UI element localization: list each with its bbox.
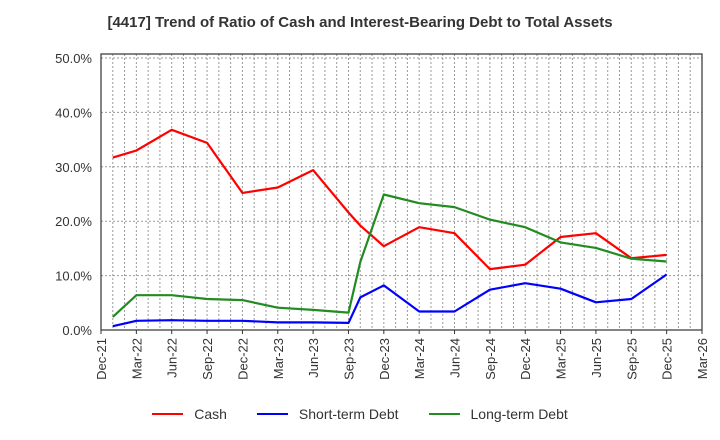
x-tick-label: Jun-24 (448, 338, 463, 378)
x-tick-label: Mar-25 (554, 338, 569, 379)
x-tick-label: Jun-22 (165, 338, 180, 378)
series-line-long-term-debt (112, 193, 667, 318)
y-tick-label: 0.0% (62, 323, 92, 338)
y-tick-label: 40.0% (55, 105, 92, 120)
legend-swatch-cash (152, 413, 184, 415)
legend: Cash Short-term Debt Long-term Debt (0, 404, 720, 424)
x-tick-label: Dec-21 (94, 338, 109, 380)
x-tick-label: Mar-23 (271, 338, 286, 379)
chart-title: [4417] Trend of Ratio of Cash and Intere… (107, 14, 613, 31)
x-tick-label: Mar-26 (695, 338, 710, 379)
x-tick-label: Dec-25 (660, 338, 675, 380)
legend-item-cash: Cash (152, 404, 227, 424)
y-tick-label: 30.0% (55, 160, 92, 175)
series-line-cash (112, 128, 667, 271)
x-tick-label: Jun-23 (306, 338, 321, 378)
x-tick-label: Sep-24 (483, 338, 498, 380)
legend-swatch-short-term-debt (256, 413, 288, 415)
x-tick-label: Dec-23 (377, 338, 392, 380)
series-line-short-term-debt (112, 273, 668, 328)
x-tick-label: Sep-22 (200, 338, 215, 380)
y-tick-label: 20.0% (55, 214, 92, 229)
plot-area (100, 53, 703, 331)
x-tick-label: Mar-24 (412, 338, 427, 379)
x-tick-label: Mar-22 (129, 338, 144, 379)
y-tick-label: 10.0% (55, 269, 92, 284)
x-tick-label: Dec-24 (518, 338, 533, 380)
x-tick-label: Jun-25 (589, 338, 604, 378)
legend-label-cash: Cash (194, 406, 227, 422)
x-tick-label: Sep-23 (341, 338, 356, 380)
legend-item-short-term-debt: Short-term Debt (256, 404, 399, 424)
y-tick-label: 50.0% (55, 51, 92, 66)
legend-label-short-term-debt: Short-term Debt (298, 406, 399, 422)
x-tick-label: Sep-25 (624, 338, 639, 380)
x-tick-label: Dec-22 (235, 338, 250, 380)
legend-item-long-term-debt: Long-term Debt (428, 404, 568, 424)
legend-label-long-term-debt: Long-term Debt (470, 406, 568, 422)
legend-swatch-long-term-debt (428, 413, 460, 415)
